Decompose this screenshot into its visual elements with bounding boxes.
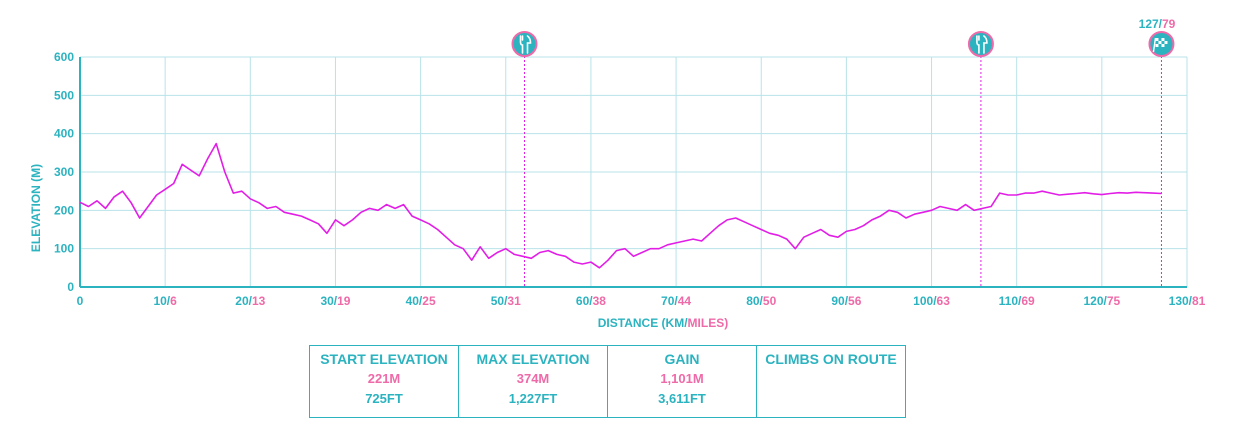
food-stop-marker-2	[967, 31, 994, 57]
x-tick-label: 130/81	[1169, 294, 1206, 308]
stat-max-m: 374M	[516, 371, 550, 386]
finish-distance-label: 127/79	[1139, 17, 1176, 31]
y-tick-label: 200	[54, 203, 74, 217]
stat-start-header: START ELEVATION	[320, 351, 448, 367]
stat-max-ft: 1,227FT	[508, 391, 558, 406]
stat-max-header: MAX ELEVATION	[476, 351, 590, 367]
x-tick-label: 80/50	[746, 294, 776, 308]
x-tick-label: 10/6	[153, 294, 177, 308]
y-tick-labels: 0 100 200 300 400 500 600	[54, 50, 74, 294]
x-tick-label: 20/13	[235, 294, 265, 308]
x-tick-label: 40/25	[406, 294, 436, 308]
finish-marker	[1148, 31, 1175, 57]
elevation-line	[79, 142, 1162, 269]
y-tick-label: 600	[54, 50, 74, 64]
elevation-chart: 0 100 200 300 400 500 600 0 10/6 20/13 30/19 40/25…	[29, 17, 1206, 330]
finish-distance-miles: 79	[1162, 17, 1176, 31]
chart-grid	[79, 56, 1188, 288]
x-axis-title-miles: MILES)	[688, 316, 729, 330]
stat-gain: GAIN 1,101M 3,611FT	[607, 345, 757, 418]
x-tick-label: 90/56	[831, 294, 861, 308]
stat-gain-ft: 3,611FT	[658, 391, 706, 406]
y-tick-label: 500	[54, 88, 74, 102]
stat-climbs: CLIMBS ON ROUTE	[756, 345, 906, 418]
x-tick-label: 100/63	[913, 294, 950, 308]
x-tick-label: 70/44	[661, 294, 691, 308]
food-stop-marker-1	[511, 31, 538, 57]
x-axis-title: DISTANCE (KM/MILES)	[598, 316, 728, 330]
stop-markers	[511, 31, 1175, 287]
x-tick-labels: 0 10/6 20/13 30/19 40/25 50/31 60/38 70/44 80/50…	[77, 294, 1206, 308]
stat-gain-header: GAIN	[664, 351, 700, 367]
chart-axes	[79, 57, 1187, 288]
x-axis-title-km: DISTANCE (KM/	[598, 316, 688, 330]
x-tick-label: 60/38	[576, 294, 606, 308]
x-tick-label: 50/31	[491, 294, 521, 308]
stat-start-ft: 725FT	[365, 391, 403, 406]
stat-gain-m: 1,101M	[660, 371, 704, 386]
stat-start-elevation: START ELEVATION 221M 725FT	[309, 345, 459, 418]
finish-distance-km: 127/	[1139, 17, 1163, 31]
y-tick-label: 100	[54, 242, 74, 256]
stat-climbs-header: CLIMBS ON ROUTE	[765, 351, 897, 367]
y-tick-label: 400	[54, 127, 74, 141]
y-tick-label: 300	[54, 165, 74, 179]
x-tick-label: 110/69	[999, 294, 1035, 308]
stat-start-m: 221M	[367, 371, 401, 386]
stat-max-elevation: MAX ELEVATION 374M 1,227FT	[458, 345, 608, 418]
y-tick-label: 0	[67, 280, 74, 294]
x-tick-label: 120/75	[1083, 294, 1120, 308]
x-tick-label: 0	[77, 294, 84, 308]
x-tick-label: 30/19	[320, 294, 350, 308]
route-stats-table: START ELEVATION 221M 725FT MAX ELEVATION…	[309, 345, 906, 418]
y-axis-title: ELEVATION (M)	[29, 164, 43, 252]
